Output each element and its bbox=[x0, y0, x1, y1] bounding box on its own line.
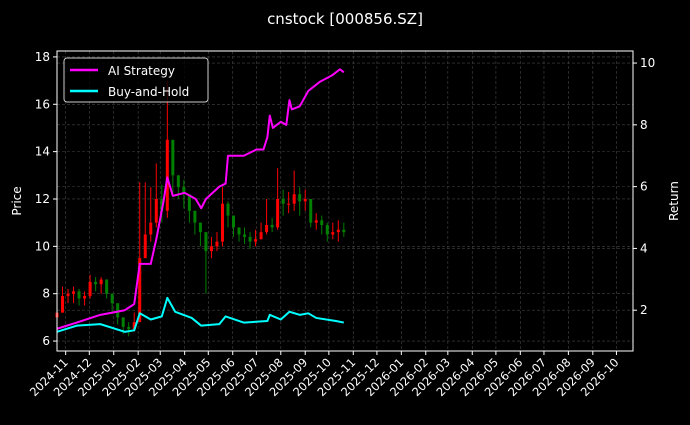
candle-body bbox=[303, 198, 307, 202]
y-tick-label: 14 bbox=[35, 145, 50, 159]
candle-body bbox=[281, 198, 285, 204]
candle-body bbox=[138, 258, 142, 323]
legend-label-buy-and-hold: Buy-and-Hold bbox=[108, 85, 189, 99]
candle-body bbox=[204, 232, 208, 252]
candle-body bbox=[314, 220, 318, 223]
candle-body bbox=[198, 222, 202, 233]
plot-frame bbox=[56, 50, 634, 352]
y-right-tick-label: 6 bbox=[640, 180, 648, 194]
y-tick-label: 12 bbox=[35, 192, 50, 206]
legend-label-ai-strategy: AI Strategy bbox=[108, 64, 175, 78]
y-tick-label: 8 bbox=[42, 287, 50, 301]
candle-body bbox=[154, 198, 158, 223]
candle-body bbox=[243, 234, 247, 237]
candle-body bbox=[116, 303, 120, 318]
candle-body bbox=[127, 326, 131, 330]
candle-body bbox=[83, 296, 87, 299]
y-right-tick-label: 2 bbox=[640, 303, 648, 317]
y-tick-label: 18 bbox=[35, 50, 50, 64]
candle-body bbox=[165, 139, 169, 211]
candle-body bbox=[248, 236, 252, 242]
candle-body bbox=[94, 281, 98, 285]
candle-body bbox=[309, 198, 313, 223]
candle-body bbox=[220, 203, 224, 242]
candle-body bbox=[72, 291, 76, 294]
y-right-tick-label: 8 bbox=[640, 118, 648, 132]
candle-body bbox=[342, 229, 346, 233]
candle-body bbox=[237, 227, 241, 235]
candle-body bbox=[77, 291, 81, 299]
candle-body bbox=[287, 203, 291, 205]
candle-body bbox=[270, 225, 274, 228]
candles bbox=[55, 80, 346, 337]
candle-body bbox=[320, 220, 324, 226]
candle-body bbox=[215, 241, 219, 247]
y-axis-left: 6 8 10 12 14 16 18 bbox=[35, 50, 57, 348]
legend: AI Strategy Buy-and-Hold bbox=[63, 57, 209, 103]
candle-body bbox=[88, 281, 92, 297]
candle-body bbox=[193, 210, 197, 223]
y-tick-label: 6 bbox=[42, 334, 50, 348]
candle-body bbox=[325, 225, 329, 235]
candle-body bbox=[276, 198, 280, 228]
candle-body bbox=[265, 225, 269, 233]
y-tick-label: 16 bbox=[35, 97, 50, 111]
series-line-ai-strategy bbox=[56, 68, 345, 330]
series-line-buy-and-hold bbox=[56, 296, 345, 333]
candle-body bbox=[160, 198, 164, 211]
candle-body bbox=[336, 229, 340, 233]
candle-body bbox=[105, 279, 109, 294]
y-axis-right: 2 4 6 8 10 bbox=[633, 56, 655, 317]
y-right-tick-label: 4 bbox=[640, 241, 648, 255]
candle-body bbox=[132, 322, 136, 330]
legend-box bbox=[63, 57, 209, 103]
y-tick-label: 10 bbox=[35, 239, 50, 253]
candle-body bbox=[331, 232, 335, 235]
candle-body bbox=[259, 232, 263, 240]
y-axis-label: Price bbox=[10, 186, 24, 215]
candle-body bbox=[121, 317, 125, 327]
y-axis-right-label: Return bbox=[667, 181, 681, 221]
candle-body bbox=[110, 293, 114, 304]
y-right-tick-label: 10 bbox=[640, 56, 655, 70]
candle-body bbox=[209, 246, 213, 252]
candle-body bbox=[254, 239, 258, 242]
candle-body bbox=[149, 222, 153, 235]
candle-body bbox=[99, 279, 103, 285]
lines bbox=[56, 68, 345, 333]
candle-body bbox=[292, 194, 296, 204]
candle-body bbox=[171, 139, 175, 176]
candle-body bbox=[66, 293, 70, 297]
candle-body bbox=[176, 175, 180, 188]
x-axis: 2024-112024-122025-012025-022025-032025-… bbox=[27, 351, 622, 399]
candle-body bbox=[298, 194, 302, 202]
candle-body bbox=[182, 187, 186, 195]
candle-body bbox=[232, 215, 236, 228]
candle-body bbox=[187, 194, 191, 211]
chart-title: cnstock [000856.SZ] bbox=[267, 10, 423, 28]
candle-body bbox=[143, 234, 147, 259]
candle-body bbox=[61, 296, 65, 313]
candle-body bbox=[226, 203, 230, 216]
